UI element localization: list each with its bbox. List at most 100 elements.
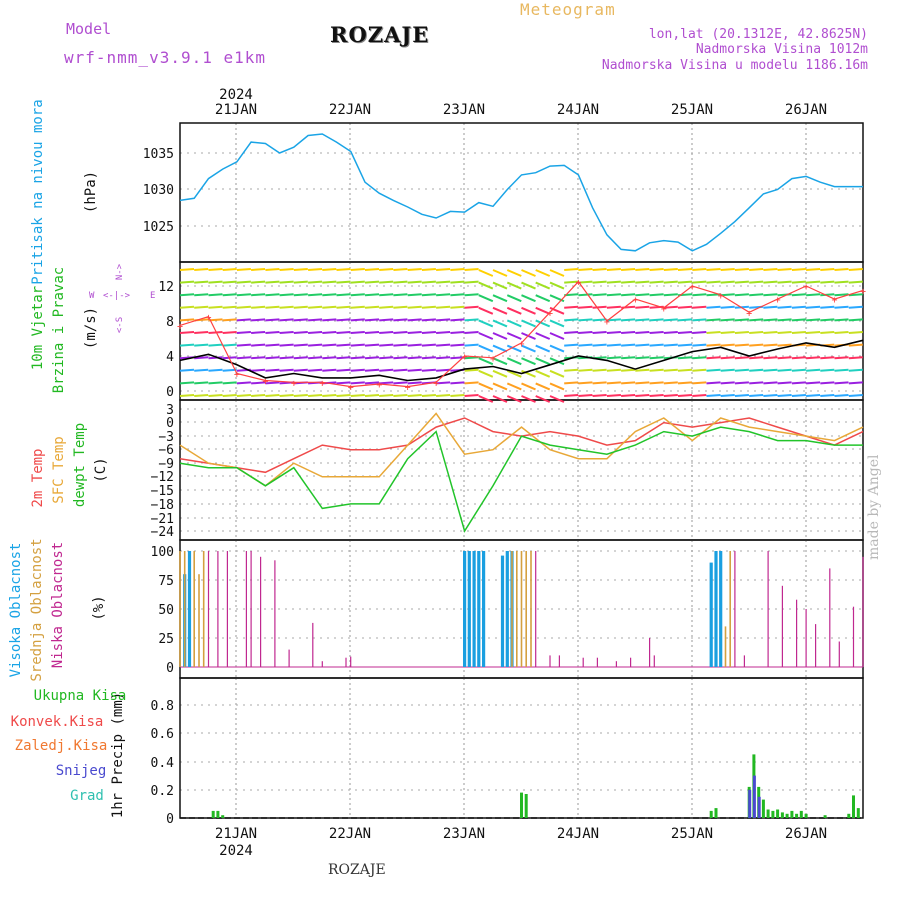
wind-barb <box>251 305 266 309</box>
wind-barb <box>236 305 251 309</box>
wind-barb <box>692 293 707 297</box>
wind-gust-marker: + <box>177 321 183 332</box>
wind-tick-label: 12 <box>158 280 174 295</box>
wind-barb <box>421 394 436 397</box>
wind-barb <box>194 305 209 309</box>
wind-barb <box>492 294 508 303</box>
rain-bar <box>216 810 220 818</box>
wind-barb <box>706 381 721 385</box>
wind-barb <box>251 368 266 372</box>
low-cloud-bar <box>226 551 228 667</box>
wind-barb <box>222 394 237 397</box>
wind-barb <box>179 381 195 385</box>
wind-barb <box>336 356 351 360</box>
low-cloud-bar <box>615 661 617 667</box>
cloud-tick-label: 50 <box>158 603 174 618</box>
wind-barb <box>820 356 835 360</box>
wind-barb <box>592 293 607 297</box>
wind-gust-line <box>179 280 864 388</box>
wind-gust-marker: + <box>547 308 553 319</box>
model-name: wrf-nmm_v3.9.1 e1km <box>64 48 267 67</box>
rain-bar <box>221 815 225 818</box>
wind-barb <box>749 343 764 347</box>
wind-barb <box>279 268 294 271</box>
wind-barb <box>749 381 764 385</box>
wind-barb <box>549 382 565 391</box>
wind-barb <box>222 318 237 322</box>
wind-barb <box>621 305 636 309</box>
wind-barb <box>350 394 365 397</box>
wind-barb <box>364 293 380 297</box>
high-cloud-bar <box>477 551 481 667</box>
rain-bar <box>852 795 855 818</box>
wind-barb <box>492 357 508 366</box>
wind-barb <box>791 280 806 284</box>
wind-barb <box>791 318 806 322</box>
pressure-tick-label: 1035 <box>143 147 174 162</box>
wind-barb <box>578 343 593 347</box>
wind-barb <box>364 343 380 347</box>
wind-barb <box>464 280 479 284</box>
temperature-tick-label: −6 <box>158 443 174 458</box>
wind-barb <box>308 305 323 309</box>
wind-barb <box>350 318 365 322</box>
wind-barb <box>364 356 380 360</box>
wind-barb <box>720 394 735 397</box>
wind-barb <box>436 394 451 397</box>
wind-barb <box>236 343 251 347</box>
wind-gust-marker: + <box>803 282 809 293</box>
wind-barb <box>677 394 693 397</box>
wind-barb <box>421 293 436 297</box>
wind-barb <box>336 331 351 334</box>
coordinates-text: lon,lat (20.1312E, 42.8625N) <box>648 27 868 42</box>
wind-barb <box>293 368 308 372</box>
wind-barb <box>179 331 195 334</box>
wind-barb <box>336 280 351 284</box>
wind-barb <box>464 368 479 372</box>
mid-cloud-bar <box>202 551 205 667</box>
pressure-panel-frame <box>179 122 864 263</box>
wind-gust-marker: + <box>376 380 382 391</box>
high-cloud-axis-label: Visoka Oblacnost <box>8 543 24 678</box>
high-cloud-bar <box>472 551 476 667</box>
wind-barb <box>379 394 394 397</box>
wind-barb <box>734 381 749 385</box>
low-cloud-bar <box>743 655 745 667</box>
wind-barb <box>322 280 337 284</box>
snow-bar <box>757 796 761 818</box>
snow-bar <box>748 789 752 819</box>
wind-barb <box>265 331 280 334</box>
wind-barb <box>293 356 308 360</box>
wind-barb <box>350 305 365 309</box>
wind-barb <box>336 293 351 297</box>
wind-barb <box>749 356 764 360</box>
low-cloud-bar <box>274 560 276 667</box>
mid-cloud-bar <box>516 551 518 667</box>
wind-barb <box>820 318 835 322</box>
wind-barb <box>621 268 636 271</box>
rain-bar <box>520 792 523 818</box>
pressure-axis-label: Pritisak na nivou mora <box>30 99 46 284</box>
wind-barb <box>635 318 650 322</box>
wind-barb <box>393 331 408 334</box>
wind-barb <box>393 280 408 284</box>
wind-barb <box>635 381 650 385</box>
wind-barb <box>407 331 422 334</box>
wind-barb <box>336 368 351 372</box>
wind-barb <box>492 319 508 328</box>
low-cloud-bar <box>535 551 537 667</box>
wind-barb <box>236 280 251 284</box>
wind-barb <box>692 280 707 284</box>
wind-barb <box>350 381 365 385</box>
wind-barb <box>251 381 266 385</box>
high-cloud-bar <box>709 562 713 667</box>
wind-barb <box>393 368 408 372</box>
wind-barb <box>663 394 678 397</box>
wind-barb <box>208 381 223 385</box>
wind-barb <box>364 394 380 397</box>
wind-barb <box>407 318 422 322</box>
wind-barb <box>592 280 607 284</box>
wind-barb <box>194 368 209 372</box>
wind-barb <box>222 280 237 284</box>
